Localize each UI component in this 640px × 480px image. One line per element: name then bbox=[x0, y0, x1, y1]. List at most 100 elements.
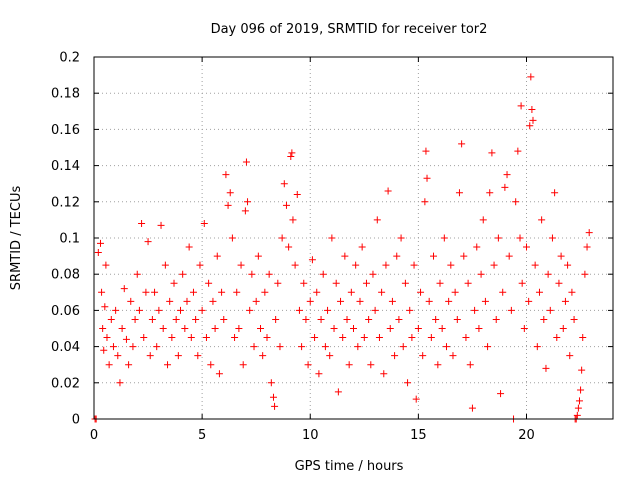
data-point bbox=[252, 297, 260, 305]
data-point bbox=[458, 140, 466, 148]
data-point bbox=[271, 402, 279, 410]
x-axis-title: GPS time / hours bbox=[295, 459, 404, 474]
data-point bbox=[585, 229, 593, 237]
grid bbox=[94, 57, 613, 419]
data-point bbox=[211, 325, 219, 332]
data-point bbox=[306, 297, 314, 305]
data-point bbox=[155, 306, 163, 314]
data-point bbox=[575, 397, 583, 405]
data-point bbox=[288, 149, 296, 157]
data-point bbox=[285, 243, 293, 251]
data-point bbox=[525, 297, 533, 305]
data-point bbox=[120, 285, 128, 293]
data-point bbox=[503, 171, 511, 179]
data-point bbox=[568, 288, 576, 296]
data-point bbox=[185, 243, 193, 251]
data-point bbox=[427, 334, 435, 342]
data-point bbox=[319, 270, 327, 278]
data-point bbox=[505, 252, 513, 260]
data-point bbox=[140, 334, 148, 342]
data-point bbox=[293, 191, 301, 199]
data-point bbox=[99, 325, 107, 332]
data-point bbox=[360, 334, 368, 342]
data-point bbox=[174, 352, 182, 360]
data-point bbox=[96, 239, 104, 247]
data-point bbox=[157, 221, 165, 229]
data-point bbox=[581, 270, 589, 278]
data-point bbox=[213, 252, 221, 260]
data-point bbox=[475, 325, 483, 332]
data-point bbox=[272, 315, 280, 323]
data-point bbox=[278, 234, 286, 242]
data-point bbox=[302, 315, 310, 323]
chart-title: Day 096 of 2019, SRMTID for receiver tor… bbox=[211, 22, 488, 37]
data-point bbox=[512, 198, 520, 206]
data-point bbox=[417, 288, 425, 296]
data-point bbox=[337, 297, 345, 305]
y-tick-label: 0.2 bbox=[59, 51, 80, 66]
data-point bbox=[421, 198, 429, 206]
data-point bbox=[341, 252, 349, 260]
data-point bbox=[449, 352, 457, 360]
data-point bbox=[254, 252, 262, 260]
data-point bbox=[356, 297, 364, 305]
data-point bbox=[551, 189, 559, 197]
data-point bbox=[326, 352, 334, 360]
data-point bbox=[559, 325, 567, 332]
data-point bbox=[404, 379, 412, 387]
data-point bbox=[484, 343, 492, 351]
data-point bbox=[153, 343, 161, 351]
data-point bbox=[114, 352, 122, 360]
data-point bbox=[451, 288, 459, 296]
data-point bbox=[107, 315, 115, 323]
data-point bbox=[516, 234, 524, 242]
axis-ticks bbox=[93, 56, 613, 420]
data-point bbox=[488, 149, 496, 157]
y-tick-label: 0.12 bbox=[51, 195, 80, 210]
data-point bbox=[321, 343, 329, 351]
data-point bbox=[561, 297, 569, 305]
data-point bbox=[538, 216, 546, 224]
data-point bbox=[412, 395, 420, 403]
data-point bbox=[373, 216, 381, 224]
data-point bbox=[181, 325, 189, 332]
data-point bbox=[386, 325, 394, 332]
data-point bbox=[447, 261, 455, 269]
x-tick-label: 20 bbox=[518, 428, 535, 443]
data-point bbox=[131, 315, 139, 323]
y-axis-title: SRMTID / TECUs bbox=[9, 186, 24, 291]
data-point bbox=[514, 147, 522, 155]
data-point bbox=[578, 366, 586, 374]
y-tick-label: 0.14 bbox=[51, 159, 80, 174]
y-tick-label: 0.08 bbox=[51, 268, 80, 283]
data-point bbox=[161, 261, 169, 269]
data-point bbox=[207, 361, 215, 369]
data-point bbox=[276, 343, 284, 351]
data-point bbox=[542, 364, 550, 372]
data-point bbox=[235, 325, 243, 332]
data-point bbox=[339, 334, 347, 342]
data-point bbox=[520, 325, 528, 332]
data-point bbox=[317, 315, 325, 323]
data-point bbox=[334, 388, 342, 396]
data-point bbox=[222, 171, 230, 179]
data-point bbox=[540, 315, 548, 323]
data-point bbox=[209, 297, 217, 305]
data-point bbox=[295, 306, 303, 314]
data-point bbox=[501, 183, 509, 191]
data-point bbox=[391, 352, 399, 360]
data-point bbox=[168, 334, 176, 342]
data-point bbox=[440, 234, 448, 242]
data-point bbox=[280, 180, 288, 188]
data-point bbox=[445, 297, 453, 305]
data-point bbox=[102, 261, 110, 269]
data-point bbox=[263, 334, 271, 342]
data-point bbox=[384, 187, 392, 195]
data-point bbox=[477, 270, 485, 278]
data-point bbox=[395, 315, 403, 323]
data-point bbox=[401, 279, 409, 287]
data-point bbox=[419, 352, 427, 360]
data-point bbox=[313, 288, 321, 296]
data-point bbox=[328, 234, 336, 242]
data-point bbox=[371, 306, 379, 314]
